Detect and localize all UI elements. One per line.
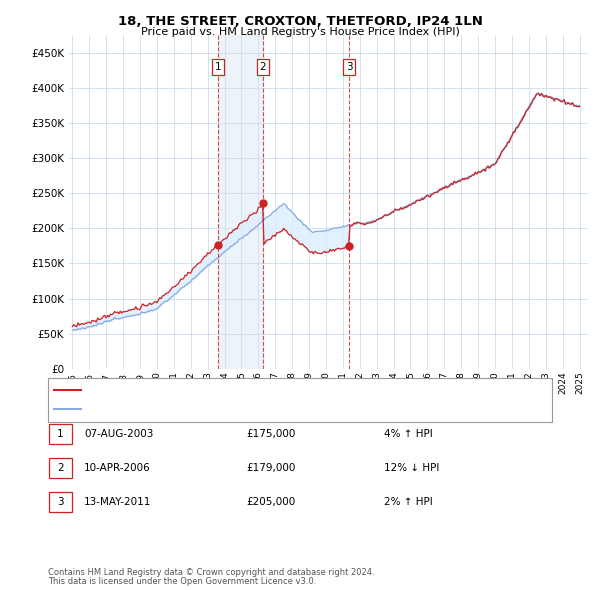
Text: 13-MAY-2011: 13-MAY-2011: [84, 497, 151, 507]
Text: £205,000: £205,000: [246, 497, 295, 507]
Text: 18, THE STREET, CROXTON, THETFORD, IP24 1LN (detached house): 18, THE STREET, CROXTON, THETFORD, IP24 …: [87, 385, 417, 395]
Text: 4% ↑ HPI: 4% ↑ HPI: [384, 429, 433, 438]
Text: Contains HM Land Registry data © Crown copyright and database right 2024.: Contains HM Land Registry data © Crown c…: [48, 568, 374, 577]
Text: 1: 1: [57, 429, 64, 438]
Text: 1: 1: [214, 62, 221, 72]
Text: 3: 3: [57, 497, 64, 507]
Text: 18, THE STREET, CROXTON, THETFORD, IP24 1LN: 18, THE STREET, CROXTON, THETFORD, IP24 …: [118, 15, 482, 28]
Text: 2: 2: [260, 62, 266, 72]
Text: This data is licensed under the Open Government Licence v3.0.: This data is licensed under the Open Gov…: [48, 578, 316, 586]
Bar: [218, 35, 263, 369]
Text: 2% ↑ HPI: 2% ↑ HPI: [384, 497, 433, 507]
Text: 3: 3: [346, 62, 352, 72]
Text: 2: 2: [57, 463, 64, 473]
Text: 10-APR-2006: 10-APR-2006: [84, 463, 151, 473]
Text: 07-AUG-2003: 07-AUG-2003: [84, 429, 154, 438]
Text: HPI: Average price, detached house, Breckland: HPI: Average price, detached house, Brec…: [87, 405, 317, 414]
Bar: [263, 35, 349, 369]
Text: £175,000: £175,000: [246, 429, 295, 438]
Text: 12% ↓ HPI: 12% ↓ HPI: [384, 463, 439, 473]
Text: £179,000: £179,000: [246, 463, 295, 473]
Text: Price paid vs. HM Land Registry's House Price Index (HPI): Price paid vs. HM Land Registry's House …: [140, 27, 460, 37]
